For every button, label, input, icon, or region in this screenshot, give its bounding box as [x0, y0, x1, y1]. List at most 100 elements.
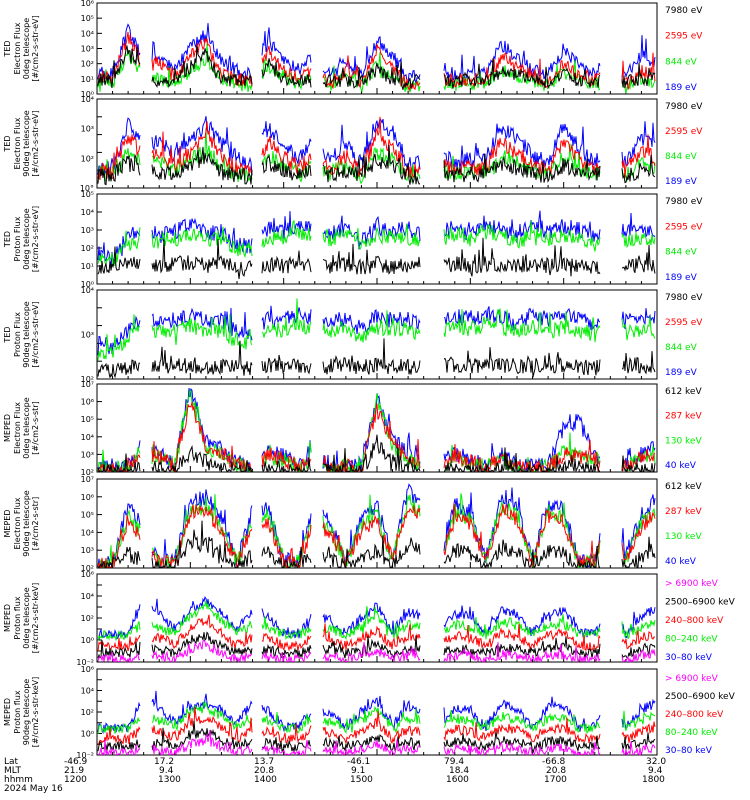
series-trace	[443, 539, 600, 569]
legend-entry: 40 keV	[665, 461, 697, 471]
y-axis-label: [#/cm2-s-str]	[31, 497, 40, 550]
legend-entry: 7980 eV	[665, 6, 703, 16]
series-trace	[621, 511, 656, 562]
series-trace	[151, 504, 253, 569]
y-tick-label: 10⁵	[81, 190, 94, 199]
lat-value: 79.4	[444, 757, 465, 767]
series-trace	[261, 58, 312, 88]
y-tick-label: 10⁰	[81, 636, 94, 645]
y-axis-label: 90deg telescope	[22, 301, 31, 368]
y-axis-label: [#/cm2-s-str-eV]	[31, 301, 40, 367]
y-tick-label: 10²	[81, 708, 94, 717]
series-trace	[261, 632, 312, 652]
series-trace	[621, 455, 656, 473]
series-trace	[261, 45, 312, 83]
y-axis-label: Proton Flux	[13, 216, 22, 261]
y-axis-label: [#/cm2-s-str-eV]	[31, 15, 40, 81]
series-trace	[151, 340, 253, 376]
legend-entry: 240–800 keV	[665, 710, 724, 720]
series-trace	[261, 211, 312, 240]
series-trace	[443, 432, 601, 472]
series-trace	[443, 347, 601, 378]
y-axis-label: 0deg telescope	[22, 208, 31, 269]
y-tick-label: 10¹	[81, 262, 94, 271]
series-trace	[322, 706, 421, 734]
series-trace	[97, 453, 141, 473]
hhmm-value: 1700	[544, 775, 567, 785]
series-trace	[97, 739, 141, 756]
series-trace	[261, 305, 312, 330]
legend-entry: 7980 eV	[665, 197, 703, 207]
legend-entry: 2500–6900 keV	[665, 598, 736, 608]
lat-value: 17.2	[154, 757, 175, 767]
series-trace	[443, 642, 601, 664]
series-trace	[97, 634, 141, 652]
y-tick-label: 10⁴	[81, 433, 94, 442]
lat-value: 13.7	[254, 757, 275, 767]
y-tick-label: 10⁶	[81, 665, 94, 674]
legend-entry: 844 eV	[665, 248, 698, 258]
series-trace	[151, 23, 253, 83]
series-trace	[261, 608, 312, 639]
series-trace	[261, 643, 312, 660]
y-axis-label: 90deg telescope	[22, 679, 31, 746]
mlt-value: 9.1	[351, 766, 366, 776]
legend-entry: 844 eV	[665, 57, 698, 67]
legend-entry: 189 eV	[665, 177, 698, 187]
series-trace	[443, 137, 601, 176]
y-axis-label: Electron Flux	[13, 22, 22, 74]
series-trace	[261, 135, 312, 174]
panel-6: 10² 10³ 10⁴ 10⁵ 10⁶ 10⁷ MEPED Electron Flux 90de…	[3, 475, 702, 573]
panel-2: 10° 10² 10³ 10⁴ TED Electron Flux 90deg telesc…	[3, 95, 703, 193]
legend-entry: 30–80 keV	[665, 653, 713, 663]
series-trace	[443, 623, 601, 652]
series-trace	[97, 134, 141, 181]
y-axis-label: [#/cm2-s-str-keV]	[31, 583, 40, 654]
y-tick-label: 10⁵	[81, 415, 94, 424]
y-axis-label: [#/cm2-s-str-eV]	[31, 206, 40, 272]
series-trace	[97, 153, 141, 186]
y-tick-label: 10⁵	[81, 14, 94, 23]
y-tick-label: 10²	[81, 468, 94, 477]
y-axis-label: 0deg telescope	[22, 397, 31, 458]
series-trace	[621, 244, 656, 274]
legend-entry: 844 eV	[665, 152, 698, 162]
y-axis-label: TED	[3, 40, 12, 57]
panel-5: 10² 10³ 10⁴ 10⁵ 10⁶ 10⁷ MEPED Electron Flux 0deg…	[3, 380, 702, 477]
series-trace	[151, 314, 253, 350]
lat-value: -46.9	[64, 757, 88, 767]
y-tick-label: 10³	[81, 331, 94, 340]
y-tick-label: 10²	[81, 244, 94, 253]
legend-entry: 612 keV	[665, 387, 702, 397]
legend-entry: 189 eV	[665, 368, 698, 378]
hhmm-value: 1600	[446, 775, 469, 785]
series-trace	[261, 457, 312, 474]
y-tick-label: 10²	[81, 375, 94, 384]
time-axis-footer: Lat -46.9 17.2 13.7 -46.1 79.4 -66.8 32.…	[4, 758, 744, 798]
series-trace	[322, 393, 421, 473]
series-trace	[97, 717, 141, 735]
series-trace	[151, 720, 253, 751]
series-trace	[97, 314, 141, 361]
series-trace	[322, 310, 421, 343]
series-trace	[443, 143, 601, 181]
series-trace	[97, 359, 141, 379]
series-trace	[151, 600, 253, 636]
legend-entry: 7980 eV	[665, 293, 703, 303]
y-tick-label: 10⁴	[81, 29, 94, 38]
y-axis-label: Electron Flux	[13, 497, 22, 549]
series-trace	[621, 648, 656, 664]
series-trace	[322, 606, 421, 641]
y-tick-label: 10²	[81, 564, 94, 573]
legend-entry: > 6900 keV	[665, 579, 719, 589]
series-trace	[621, 212, 656, 238]
lat-value: -66.8	[542, 757, 566, 767]
y-tick-label: 10²	[81, 60, 94, 69]
mlt-value: 21.9	[64, 766, 85, 776]
series-trace	[322, 623, 421, 651]
legend-entry: 844 eV	[665, 343, 698, 353]
legend-entry: 2595 eV	[665, 318, 703, 328]
series-trace	[97, 31, 141, 84]
series-trace	[621, 741, 656, 756]
series-trace	[621, 134, 656, 178]
